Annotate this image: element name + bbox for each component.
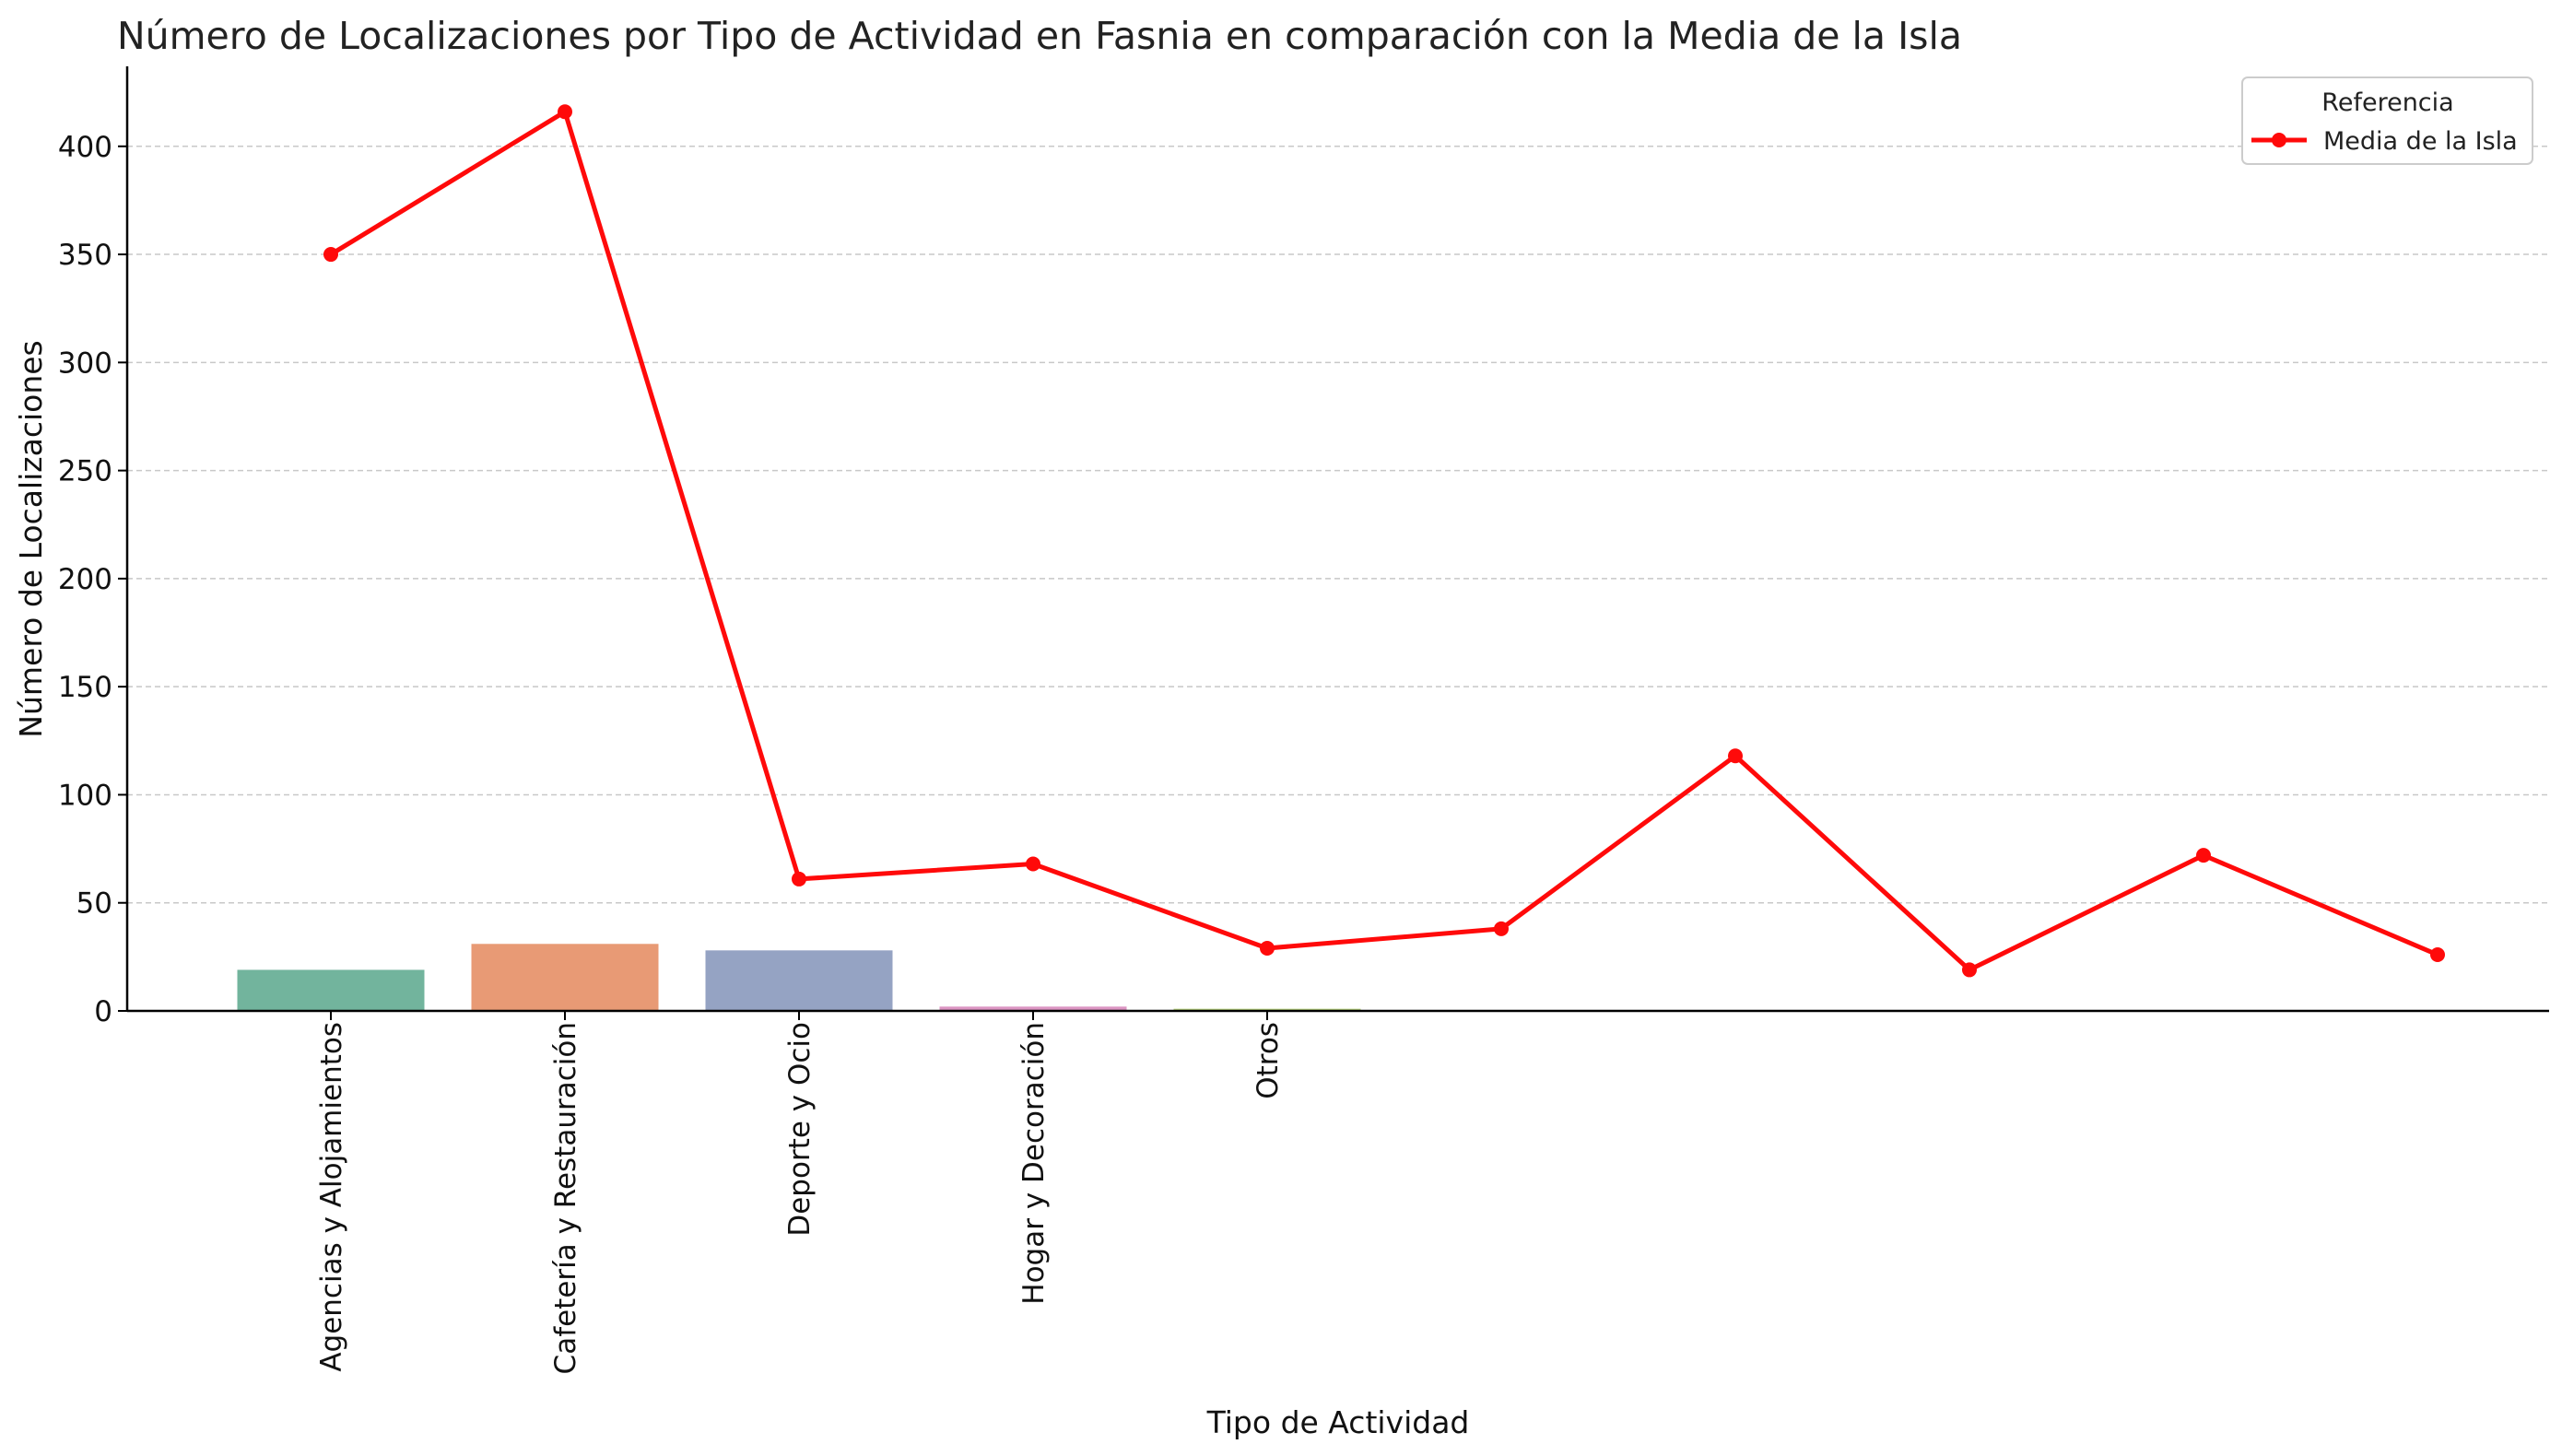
bar <box>939 1006 1127 1011</box>
legend: Referencia Media de la Isla <box>2241 76 2533 165</box>
grid-lines <box>127 146 2549 904</box>
chart-title: Número de Localizaciones por Tipo de Act… <box>117 14 1962 58</box>
line-media-isla <box>329 109 2439 972</box>
y-tick-label: 250 <box>58 455 112 488</box>
line-point <box>558 104 572 120</box>
y-tick-label: 150 <box>58 671 112 704</box>
y-tick-label: 0 <box>94 995 112 1028</box>
line-series <box>323 104 2445 978</box>
line-point <box>323 247 338 263</box>
x-tick-label: Otros <box>1252 1022 1285 1099</box>
y-tick-label: 350 <box>58 239 112 272</box>
line-point <box>1494 921 1509 936</box>
bar <box>705 950 893 1011</box>
y-tick-label: 200 <box>58 563 112 596</box>
y-ticks: 0 50 100 150 200 250 300 350 400 <box>58 131 127 1028</box>
y-tick-label: 100 <box>58 779 112 812</box>
bars <box>237 944 1361 1011</box>
legend-title: Referencia <box>2321 88 2453 117</box>
x-axis-label: Tipo de Actividad <box>1206 1404 1470 1440</box>
line-point <box>1962 962 1977 978</box>
line-point <box>1728 748 1743 764</box>
y-tick-label: 50 <box>76 887 112 921</box>
line-point <box>2430 947 2445 963</box>
legend-entry-media-isla: Media de la Isla <box>2323 127 2518 156</box>
bar <box>471 944 659 1011</box>
x-tick-label: Agencias y Alojamientos <box>315 1022 348 1372</box>
x-tick-label: Deporte y Ocio <box>783 1022 817 1237</box>
y-tick-label: 400 <box>58 131 112 164</box>
x-ticks: Agencias y Alojamientos Cafetería y Resta… <box>315 1011 1285 1374</box>
line-point <box>1026 856 1040 872</box>
line-point <box>792 871 806 887</box>
legend-marker <box>2272 133 2286 147</box>
x-tick-label: Cafetería y Restauración <box>549 1022 582 1374</box>
x-tick-label: Hogar y Decoración <box>1017 1022 1051 1305</box>
line-point <box>1260 940 1275 956</box>
legend-box <box>2241 76 2533 165</box>
y-tick-label: 300 <box>58 346 112 380</box>
line-point <box>2196 848 2211 863</box>
y-axis-label: Número de Localizaciones <box>13 340 49 737</box>
bar <box>237 969 425 1011</box>
